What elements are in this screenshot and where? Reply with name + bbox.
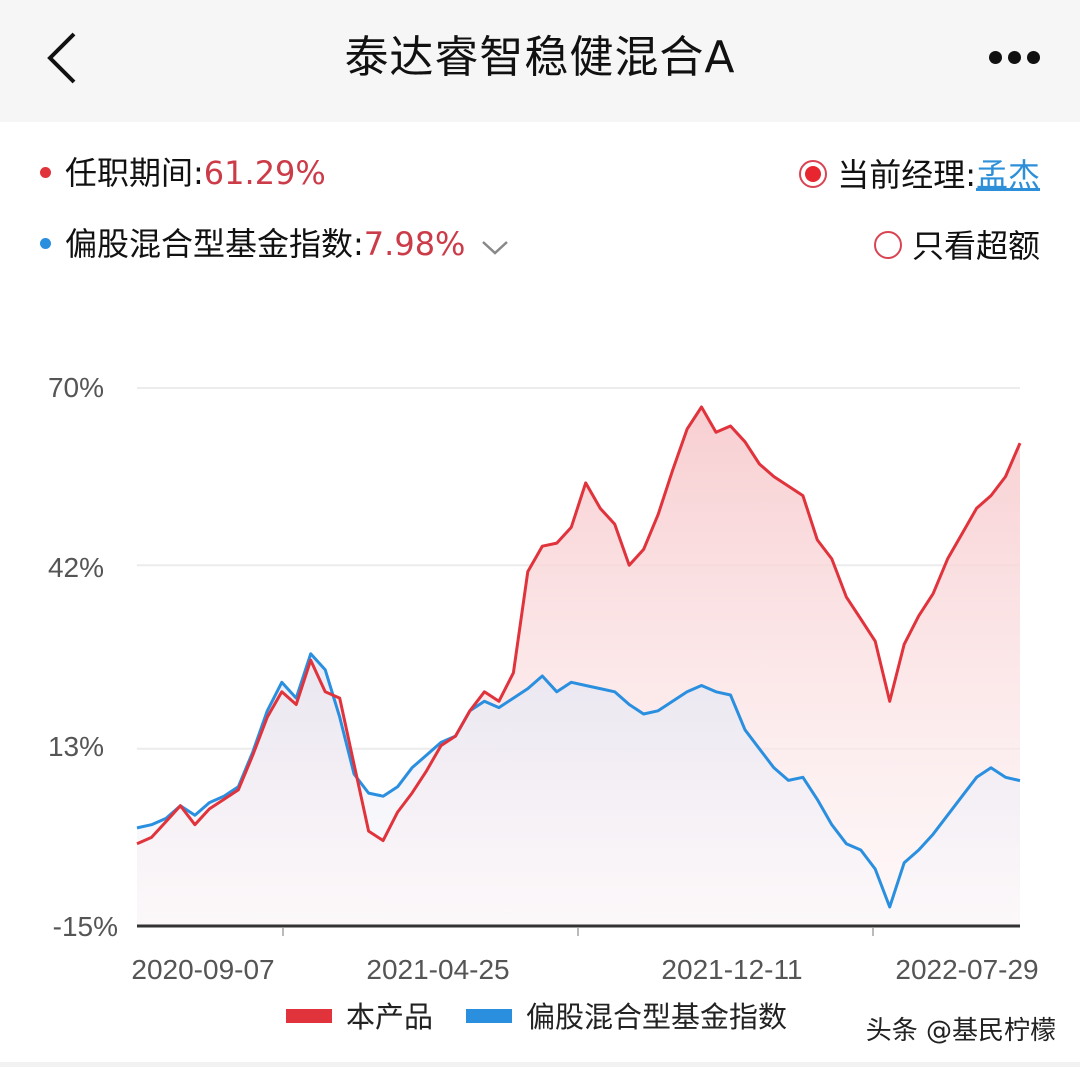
legend-label: 偏股混合型基金指数 xyxy=(526,1000,788,1034)
current-manager-option[interactable]: 当前经理:孟杰 xyxy=(799,155,1040,195)
top-nav-bar: 泰达睿智稳健混合A xyxy=(0,0,1080,122)
current-manager-label: 当前经理: xyxy=(837,156,976,194)
benchmark-return-row: 偏股混合型基金指数:7.98% xyxy=(40,224,509,266)
x-axis-label: 2021-12-11 xyxy=(661,954,803,985)
chevron-left-icon xyxy=(47,32,76,84)
series-dot-blue xyxy=(40,237,51,249)
page-title: 泰达睿智稳健混合A xyxy=(344,32,736,83)
y-axis-label: -15% xyxy=(52,911,118,942)
chart-plot-area xyxy=(136,387,1022,936)
tenure-return-value: 61.29% xyxy=(203,154,326,192)
benchmark-dropdown[interactable] xyxy=(481,226,509,266)
legend-item-product[interactable]: 本产品 xyxy=(286,998,433,1036)
benchmark-label: 偏股混合型基金指数: xyxy=(65,225,364,263)
y-axis-label: 70% xyxy=(47,372,104,403)
bottom-divider xyxy=(0,1062,1080,1067)
legend-item-benchmark[interactable]: 偏股混合型基金指数 xyxy=(466,998,787,1036)
chart-legend: 本产品 偏股混合型基金指数 xyxy=(0,998,1080,1038)
tenure-return-row: 任职期间:61.29% xyxy=(40,153,326,193)
x-axis-label: 2022-07-29 xyxy=(895,954,1039,985)
more-dot xyxy=(1008,51,1021,64)
manager-name-link[interactable]: 孟杰 xyxy=(975,156,1040,194)
excess-only-option[interactable]: 只看超额 xyxy=(873,226,1040,266)
excess-only-label: 只看超额 xyxy=(911,227,1040,265)
more-options-button[interactable] xyxy=(986,44,1050,72)
chevron-down-icon xyxy=(482,241,509,255)
back-button[interactable] xyxy=(40,28,90,88)
series-dot-red xyxy=(40,166,51,178)
legend-label: 本产品 xyxy=(346,1000,434,1034)
y-axis-label: 13% xyxy=(47,731,104,762)
benchmark-return-value: 7.98% xyxy=(363,225,466,263)
more-dot xyxy=(1027,51,1040,64)
y-axis-label: 42% xyxy=(47,552,104,583)
x-axis-label: 2020-09-07 xyxy=(131,954,275,985)
tenure-label: 任职期间: xyxy=(65,154,204,192)
legend-swatch-blue xyxy=(466,1009,512,1023)
current-manager-radio[interactable] xyxy=(799,160,828,188)
x-axis-label: 2021-04-25 xyxy=(366,954,510,985)
excess-only-radio[interactable] xyxy=(873,231,902,259)
more-horizontal-icon xyxy=(989,51,1002,64)
legend-swatch-red xyxy=(286,1009,332,1023)
performance-chart[interactable]: 70% 42% 13% -15% 2020-09-07 2021-04-25 2… xyxy=(0,360,1080,985)
source-watermark: 头条 @基民柠檬 xyxy=(865,1016,1056,1046)
